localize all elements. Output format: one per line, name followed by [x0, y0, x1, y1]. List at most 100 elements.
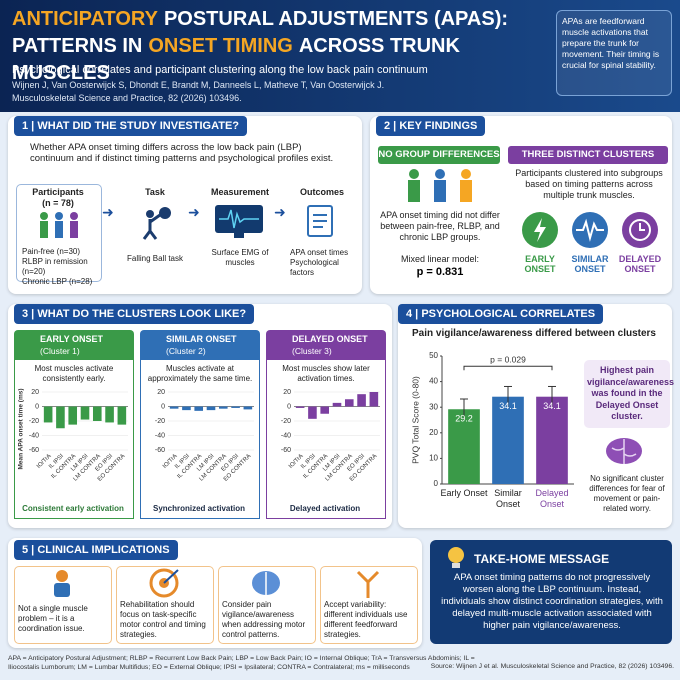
cluster-label: EARLY ONSET	[524, 254, 556, 274]
cluster-subtitle: (Cluster 2)	[166, 346, 206, 356]
bar	[308, 406, 317, 419]
bar	[169, 406, 179, 409]
section-title: PSYCHOLOGICAL CORRELATES	[412, 308, 595, 320]
bar	[492, 396, 524, 484]
caption: Synchronized activation	[152, 504, 246, 513]
title-part: ACROSS TRUNK MUSCLES	[12, 35, 460, 84]
y-tick-label: 20	[157, 389, 165, 396]
section-title: WHAT DO THE CLUSTERS LOOK LIKE?	[28, 308, 246, 320]
task: Falling Ball task	[126, 254, 184, 263]
step-label: Measurement	[210, 187, 270, 197]
sample-size: (n = 78)	[42, 198, 74, 208]
significance-bracket	[463, 365, 553, 371]
cluster-card	[266, 360, 386, 519]
bar	[92, 406, 102, 421]
highlight: Highest pain vigilance/awareness was fou…	[584, 360, 674, 428]
caption: Consistent early activation	[22, 504, 124, 513]
implication: Not a single muscle problem – it is a co…	[18, 604, 88, 633]
section-number: 3	[22, 308, 29, 320]
journal: Musculoskeletal Science and Practice, 82…	[12, 93, 242, 103]
no-diff-title: NO GROUP DIFFERENCES	[378, 146, 500, 164]
group: Pain-free (n=30)	[22, 247, 81, 256]
title-line: ANTICIPATORY POSTURAL ADJUSTMENTS (APAS):	[12, 6, 552, 33]
bar	[243, 406, 253, 410]
value-label: 29.2	[455, 414, 473, 424]
caption: Delayed activation	[289, 504, 361, 513]
clusters-title: THREE DISTINCT CLUSTERS	[508, 146, 668, 164]
cluster-title: SIMILAR ONSET	[166, 334, 237, 344]
bar	[369, 392, 379, 407]
cluster-header	[266, 330, 386, 360]
y-tick-label: -60	[29, 447, 39, 454]
y-tick-label: 20	[429, 428, 438, 437]
section-heading: 5CLINICAL IMPLICATIONS	[14, 540, 178, 560]
title-part: POSTURAL ADJUSTMENTS (APAS):	[163, 8, 509, 30]
cluster-subtitle: (Cluster 3)	[292, 346, 332, 356]
title-part: ONSET TIMING	[148, 35, 293, 57]
section-number: 2	[384, 120, 391, 132]
cluster-header	[140, 330, 260, 360]
people-icon	[40, 212, 78, 238]
authors: Wijnen J, Van Oosterwijck S, Dhondt E, B…	[12, 80, 385, 90]
bar	[448, 409, 480, 484]
bar	[43, 406, 53, 423]
task-icon	[142, 207, 171, 240]
y-tick-label: 40	[429, 377, 438, 386]
bar	[182, 406, 191, 411]
description: Muscles activate at approximately the sa…	[147, 364, 253, 383]
groups-icon	[408, 169, 472, 202]
item-box	[14, 566, 112, 644]
bar	[105, 406, 114, 423]
item-box	[218, 566, 316, 644]
outcomes: APA onset times Psychological factors	[290, 248, 360, 278]
model: Mixed linear model:	[400, 254, 480, 264]
question: Whether APA onset timing differs across …	[30, 142, 334, 164]
bar	[320, 406, 330, 414]
cluster-card	[140, 360, 260, 519]
takeaway-box	[430, 540, 672, 644]
bar	[194, 406, 204, 411]
bar	[295, 406, 305, 408]
y-tick-label: 30	[429, 402, 438, 411]
section-number: 4	[406, 308, 413, 320]
y-tick-label: 0	[287, 403, 291, 410]
implication: Rehabilitation should focus on task-spec…	[120, 600, 206, 639]
arrow: ➜	[274, 204, 286, 220]
source: Source: Wijnen J et al. Musculoskeletal …	[430, 663, 674, 670]
y-tick-label: 10	[429, 454, 438, 463]
pvq-chart: 0 10 20 30 40 50 PVQ Total Score (0-80) 29.2 34.…	[410, 351, 574, 488]
abbreviations: APA = Anticipatory Postural Adjustment; …	[8, 655, 475, 671]
bar	[218, 406, 228, 409]
title-part: PATTERNS IN	[12, 35, 143, 57]
title: ANTICIPATORY POSTURAL ADJUSTMENTS (APAS):…	[12, 6, 552, 87]
x-tick-label: Delayed Onset	[535, 488, 569, 509]
outcome: Psychological factors	[290, 258, 339, 277]
section-title: CLINICAL IMPLICATIONS	[28, 544, 169, 556]
y-axis-label: PVQ Total Score (0-80)	[410, 376, 420, 464]
step-label: Outcomes	[299, 187, 344, 197]
section-heading: 4PSYCHOLOGICAL CORRELATES	[398, 304, 604, 324]
description: Most muscles show later activation times…	[282, 364, 370, 383]
bar	[117, 406, 127, 425]
y-tick-label: -40	[281, 432, 291, 439]
implication: Accept variability: different individual…	[324, 600, 408, 639]
measurement: Surface EMG of muscles	[211, 248, 269, 267]
y-tick-label: 0	[434, 479, 439, 488]
cluster-icons	[522, 212, 658, 248]
emg-icon	[215, 205, 263, 238]
section-title: WHAT DID THE STUDY INVESTIGATE?	[28, 120, 239, 132]
y-tick-label: -20	[281, 418, 291, 425]
no-diff-text: APA onset timing did not differ between …	[380, 210, 500, 242]
bar	[56, 406, 65, 429]
y-tick-label: 0	[161, 403, 165, 410]
y-tick-label: 0	[35, 403, 39, 410]
group-list: Pain-free (n=30) RLBP in remission (n=20…	[22, 247, 112, 287]
value-label: 34.1	[499, 401, 517, 411]
annotation: p = 0.029	[490, 354, 526, 364]
chart-title: Pain vigilance/awareness differed betwee…	[412, 328, 656, 339]
y-tick-label: -40	[155, 432, 165, 439]
subtitle: Psychological correlates and participant…	[12, 64, 428, 76]
bar	[231, 406, 240, 408]
